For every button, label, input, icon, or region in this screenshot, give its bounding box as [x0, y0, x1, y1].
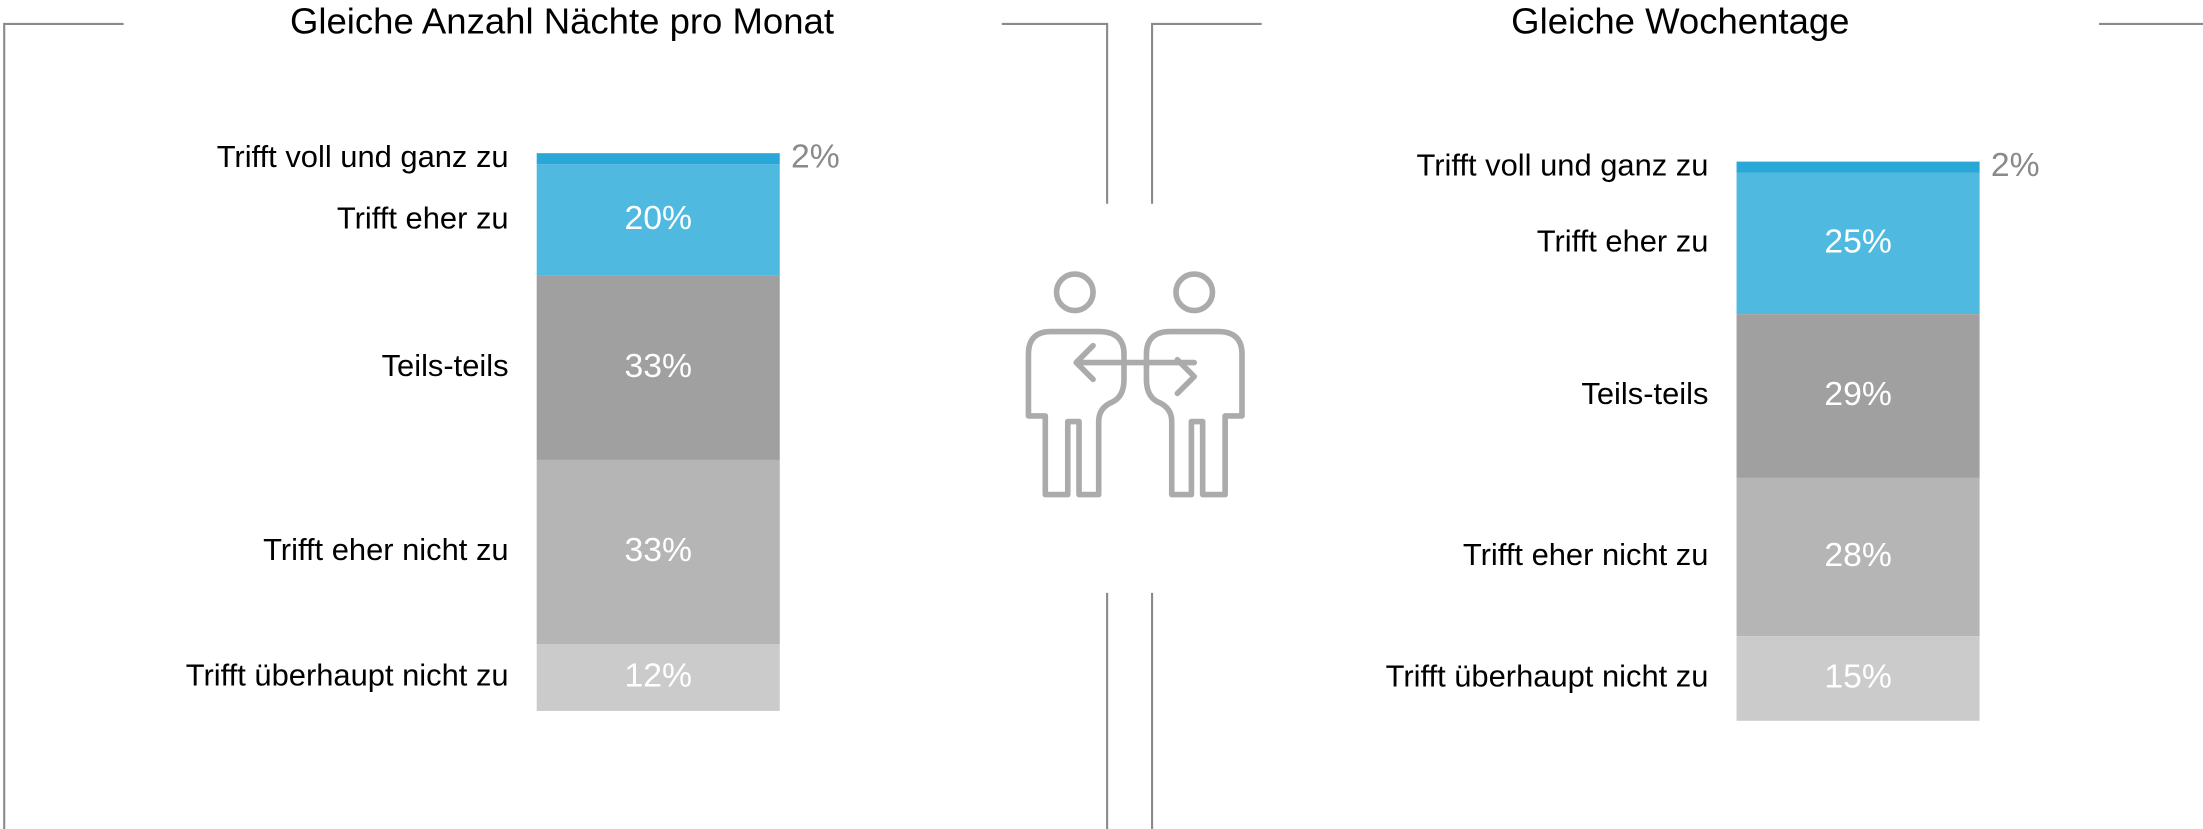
- value-label: 15%: [1824, 657, 1891, 695]
- chart-title: Gleiche Anzahl Nächte pro Monat: [290, 1, 834, 42]
- bar-segment: [536, 153, 780, 165]
- value-label: 2%: [791, 138, 840, 176]
- bar-segment: [536, 644, 780, 711]
- frame-line: [1001, 22, 1109, 204]
- bar-segment: [1736, 477, 1980, 637]
- bar-segment: [1736, 161, 1980, 173]
- category-label: Trifft voll und ganz zu: [1417, 147, 1709, 182]
- value-label: 25%: [1824, 222, 1891, 260]
- category-label: Trifft eher nicht zu: [263, 532, 509, 567]
- frame-line: [1151, 22, 1262, 204]
- value-label: 2%: [1991, 146, 2040, 184]
- bar-segment: [1736, 636, 1980, 721]
- value-label: 29%: [1824, 375, 1891, 413]
- people-icon: [1025, 271, 1245, 498]
- category-label: Teils-teils: [1581, 376, 1708, 411]
- category-label: Trifft eher nicht zu: [1463, 537, 1709, 572]
- bar-segment: [536, 459, 780, 645]
- frames: [3, 22, 2203, 829]
- category-label: Trifft überhaupt nicht zu: [1386, 659, 1709, 694]
- bar-segment: [536, 275, 780, 460]
- category-label: Teils-teils: [382, 348, 509, 383]
- category-label: Trifft überhaupt nicht zu: [186, 658, 509, 693]
- value-label: 33%: [624, 531, 691, 569]
- value-label: 20%: [624, 199, 691, 237]
- category-label: Trifft eher zu: [1537, 224, 1709, 259]
- frame-line: [3, 22, 124, 829]
- chart-title: Gleiche Wochentage: [1511, 1, 1849, 42]
- category-label: Trifft voll und ganz zu: [217, 139, 509, 174]
- value-label: 28%: [1824, 536, 1891, 574]
- bar-segment: [536, 164, 780, 276]
- category-label: Trifft eher zu: [337, 200, 509, 235]
- value-label: 33%: [624, 347, 691, 385]
- bar-segment: [1736, 314, 1980, 478]
- value-label: 12%: [624, 656, 691, 694]
- bar-segment: [1736, 172, 1980, 315]
